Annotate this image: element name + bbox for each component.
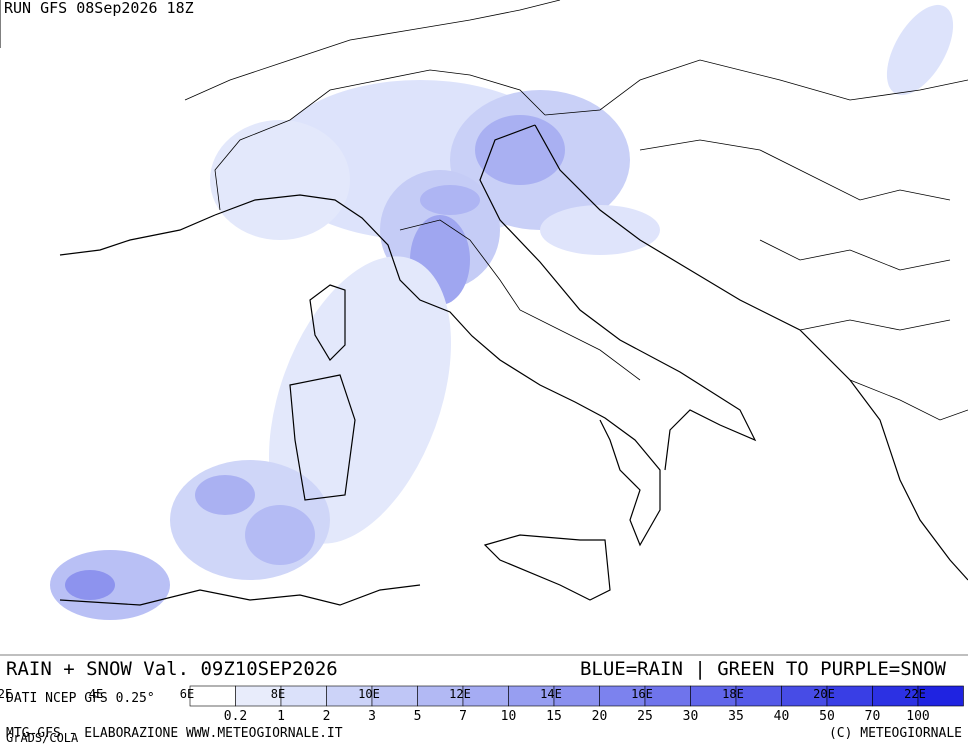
- colorbar-label: 7: [459, 709, 467, 724]
- coastlines: [59, 124, 968, 606]
- colorbar-label: 20: [592, 709, 608, 724]
- longitude-label: 14E: [540, 687, 562, 701]
- credit-label: MTG-GFS - ELABORAZIONE WWW.METEOGIORNALE…: [6, 726, 343, 741]
- copyright-label: (C) METEOGIORNALE: [829, 726, 962, 741]
- colorbar-label: 100: [906, 709, 929, 724]
- longitude-label: 8E: [271, 687, 285, 701]
- longitude-label: 20E: [813, 687, 835, 701]
- longitude-label: 10E: [358, 687, 380, 701]
- colorbar-box: [280, 685, 327, 707]
- colorbar-label: 1: [277, 709, 285, 724]
- map-key: BLUE=RAIN | GREEN TO PURPLE=SNOW: [580, 658, 947, 680]
- longitude-label: 12E: [449, 687, 471, 701]
- colorbar-label: 40: [774, 709, 790, 724]
- colorbar-box: [917, 685, 964, 707]
- colorbar-box: [189, 685, 236, 707]
- colorbar-label: 30: [683, 709, 699, 724]
- longitude-label: 22E: [904, 687, 926, 701]
- longitude-label: 16E: [631, 687, 653, 701]
- colorbar-label: 5: [414, 709, 422, 724]
- colorbar-label: 70: [865, 709, 881, 724]
- colorbar-label: 10: [501, 709, 517, 724]
- colorbar-label: 35: [728, 709, 744, 724]
- source-label: DATI NCEP GFS 0.25°: [6, 691, 155, 706]
- longitude-label: 6E: [180, 687, 194, 701]
- longitude-label: 4E: [89, 687, 103, 701]
- colorbar-label: 25: [637, 709, 653, 724]
- run-label: RUN GFS 08Sep2026 18Z: [4, 0, 194, 17]
- colorbar-label: 2: [323, 709, 331, 724]
- longitude-label: 2E: [0, 687, 12, 701]
- colorbar-label: 15: [546, 709, 562, 724]
- colorbar-label: 3: [368, 709, 376, 724]
- map-title: RAIN + SNOW Val. 09Z10SEP2026: [6, 658, 338, 680]
- borders: [184, 0, 968, 421]
- colorbar-label: 50: [819, 709, 835, 724]
- longitude-label: 18E: [722, 687, 744, 701]
- software-label: GrADS/COLA: [6, 731, 79, 745]
- precipitation: [50, 4, 954, 620]
- colorbar-label: 0.2: [224, 709, 247, 724]
